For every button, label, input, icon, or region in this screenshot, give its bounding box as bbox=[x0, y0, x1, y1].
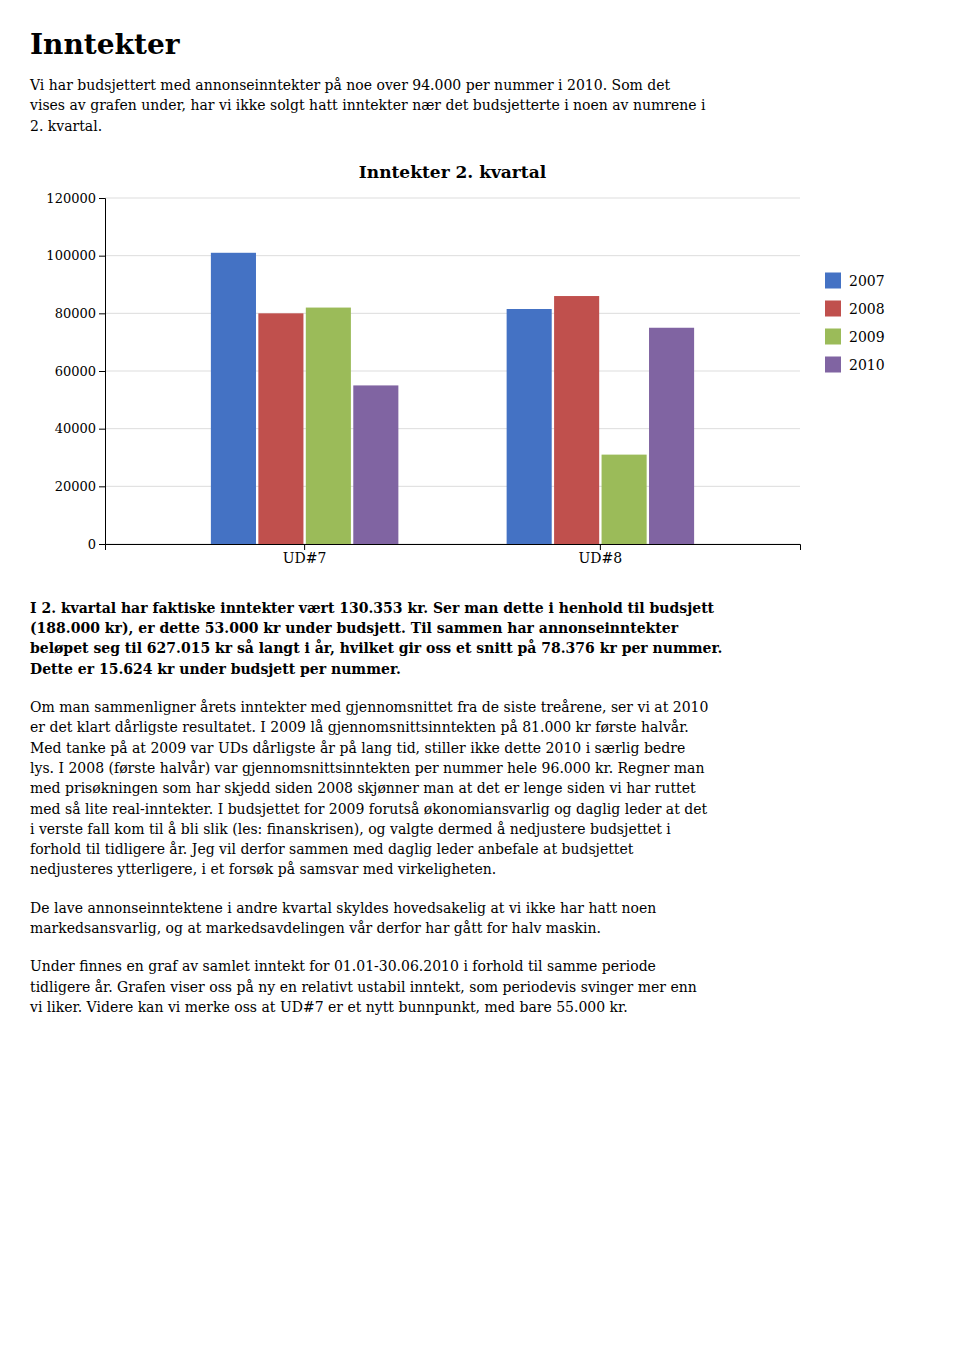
bar bbox=[507, 309, 552, 544]
y-tick: 20000 bbox=[55, 479, 105, 494]
tick-mark bbox=[99, 544, 105, 545]
tick-mark bbox=[99, 486, 105, 487]
tick-mark bbox=[99, 429, 105, 430]
page-title: Inntekter bbox=[30, 28, 930, 61]
plot-area: 020000400006000080000100000120000UD#7UD#… bbox=[46, 191, 800, 566]
bar bbox=[306, 307, 351, 543]
bar bbox=[554, 296, 599, 544]
legend-item: 2007 bbox=[825, 272, 885, 288]
chart: Inntekter 2. kvartal 0 20000 40000 60000 8000… bbox=[30, 154, 930, 584]
legend-item: 2009 bbox=[825, 328, 885, 344]
grid-line bbox=[105, 486, 800, 487]
bold-paragraph: I 2. kvartal har faktiske inntekter vært… bbox=[30, 598, 930, 679]
y-tick: 80000 bbox=[55, 306, 105, 321]
paragraph: Under finnes en graf av samlet inntekt f… bbox=[30, 956, 930, 1017]
chart-title: Inntekter 2. kvartal bbox=[359, 162, 547, 182]
bar-series bbox=[353, 328, 694, 544]
tick-mark bbox=[99, 198, 105, 199]
tick-mark bbox=[99, 371, 105, 372]
bar-series bbox=[211, 253, 552, 544]
y-axis: 0 20000 40000 60000 80000 100000 120000 bbox=[46, 191, 105, 552]
legend-label: 2010 bbox=[849, 356, 885, 372]
legend-swatch bbox=[825, 328, 841, 344]
bar-series bbox=[306, 307, 647, 543]
x-tick: UD#7 bbox=[283, 544, 327, 566]
tick-mark bbox=[99, 256, 105, 257]
tick-label: 20000 bbox=[55, 479, 96, 494]
bars bbox=[211, 253, 694, 544]
grid bbox=[105, 198, 800, 544]
legend-item: 2008 bbox=[825, 300, 885, 316]
paragraph: De lave annonseinntektene i andre kvarta… bbox=[30, 898, 930, 939]
page: Inntekter Vi har budsjettert med annonsei… bbox=[0, 0, 960, 1055]
grid-line bbox=[105, 428, 800, 429]
paragraph: Om man sammenligner årets inntekter med … bbox=[30, 697, 930, 880]
x-tick: UD#8 bbox=[579, 544, 623, 566]
tick-label: UD#8 bbox=[579, 550, 623, 566]
legend-label: 2008 bbox=[849, 300, 885, 316]
tick-label: 100000 bbox=[46, 248, 96, 263]
y-tick: 100000 bbox=[46, 248, 105, 263]
grid-line bbox=[105, 370, 800, 371]
bar bbox=[211, 253, 256, 544]
x-axis: UD#7 UD#8 bbox=[106, 544, 801, 566]
legend-swatch bbox=[825, 356, 841, 372]
tick-label: 40000 bbox=[55, 421, 96, 436]
legend-label: 2007 bbox=[849, 272, 885, 288]
legend: 2007 2008 2009 2010 bbox=[825, 272, 885, 372]
tick-label: 80000 bbox=[55, 306, 96, 321]
bar-series bbox=[258, 296, 599, 544]
y-tick: 120000 bbox=[46, 191, 105, 206]
bar bbox=[602, 455, 647, 544]
grid-line bbox=[105, 313, 800, 314]
tick-label: UD#7 bbox=[283, 550, 327, 566]
legend-label: 2009 bbox=[849, 328, 885, 344]
legend-swatch bbox=[825, 300, 841, 316]
intro-text: Vi har budsjettert med annonseinntekter … bbox=[30, 75, 930, 136]
bar bbox=[353, 385, 398, 544]
y-tick: 60000 bbox=[55, 364, 105, 379]
tick-mark bbox=[99, 313, 105, 314]
tick-label: 60000 bbox=[55, 364, 96, 379]
y-tick: 40000 bbox=[55, 421, 105, 436]
tick-label: 120000 bbox=[46, 191, 96, 206]
axis-line bbox=[99, 198, 106, 544]
y-tick: 0 bbox=[88, 537, 105, 552]
legend-item: 2010 bbox=[825, 356, 885, 372]
tick-label: 0 bbox=[88, 537, 96, 552]
grid-line bbox=[105, 197, 800, 198]
grid-line bbox=[105, 255, 800, 256]
bar bbox=[649, 328, 694, 544]
bar bbox=[258, 313, 303, 544]
legend-swatch bbox=[825, 272, 841, 288]
axis-line bbox=[106, 544, 801, 550]
